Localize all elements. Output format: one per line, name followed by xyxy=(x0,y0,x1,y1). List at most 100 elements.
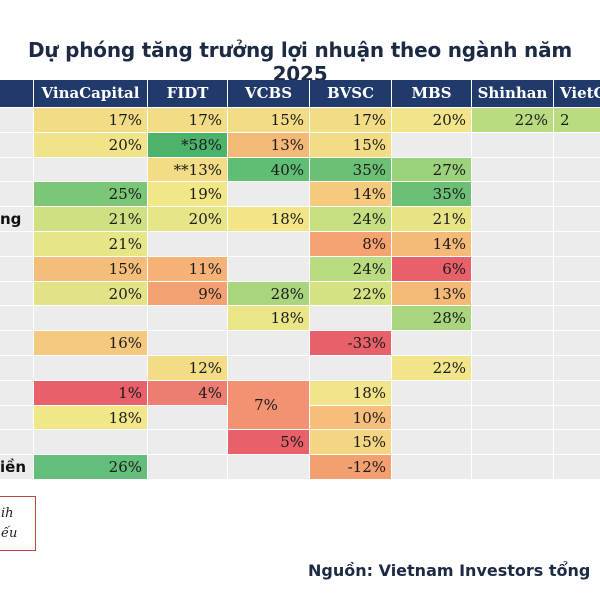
value-cell: 18% xyxy=(228,306,310,332)
column-header: MBS xyxy=(392,80,472,108)
empty-cell xyxy=(472,380,554,406)
empty-cell xyxy=(148,405,228,431)
empty-cell xyxy=(472,430,554,456)
row-label xyxy=(0,157,34,183)
value-cell: 15% xyxy=(34,256,148,282)
value-cell: 18% xyxy=(228,207,310,232)
row-label xyxy=(0,356,34,381)
empty-cell xyxy=(554,232,600,257)
empty-cell xyxy=(554,132,600,158)
forecast-table: VinaCapitalFIDTVCBSBVSCMBSShinhanVietC 17… xyxy=(0,80,600,482)
value-cell: 20% xyxy=(34,132,148,158)
empty-cell xyxy=(472,207,554,232)
value-cell: 20% xyxy=(392,108,472,133)
value-cell: 20% xyxy=(34,281,148,307)
value-cell: 19% xyxy=(148,182,228,208)
value-cell: 17% xyxy=(148,108,228,133)
value-cell: 22% xyxy=(472,108,554,133)
value-cell: 18% xyxy=(310,380,392,406)
row-label xyxy=(0,108,34,133)
value-cell: 25% xyxy=(34,182,148,208)
empty-cell xyxy=(472,356,554,381)
row-label xyxy=(0,306,34,332)
row-label xyxy=(0,430,34,456)
legend-note-line-2: ếu xyxy=(1,526,18,541)
empty-cell xyxy=(554,306,600,332)
empty-cell xyxy=(228,331,310,356)
value-cell: 40% xyxy=(228,157,310,183)
value-cell: 18% xyxy=(34,405,148,431)
empty-cell xyxy=(148,430,228,456)
row-label xyxy=(0,132,34,158)
empty-cell xyxy=(554,157,600,183)
empty-cell xyxy=(472,157,554,183)
value-cell: 9% xyxy=(148,281,228,307)
empty-cell xyxy=(472,232,554,257)
empty-cell xyxy=(554,430,600,456)
row-label: ng xyxy=(0,207,34,232)
value-cell: 20% xyxy=(148,207,228,232)
empty-cell xyxy=(228,356,310,381)
row-label xyxy=(0,182,34,208)
value-cell: 16% xyxy=(34,331,148,356)
empty-cell xyxy=(472,182,554,208)
value-cell: 5% xyxy=(228,430,310,456)
empty-cell xyxy=(472,331,554,356)
empty-cell xyxy=(228,232,310,257)
column-header: Shinhan xyxy=(472,80,554,108)
value-cell: 2 xyxy=(554,108,600,133)
empty-cell xyxy=(472,306,554,332)
empty-cell xyxy=(392,405,472,431)
legend-note-line-1: ih xyxy=(1,506,14,521)
empty-cell xyxy=(34,157,148,183)
value-cell: 13% xyxy=(392,281,472,307)
empty-cell xyxy=(554,281,600,307)
value-cell: 27% xyxy=(392,157,472,183)
empty-cell xyxy=(554,380,600,406)
value-cell: 28% xyxy=(228,281,310,307)
empty-cell xyxy=(310,306,392,332)
empty-cell xyxy=(554,182,600,208)
value-cell: 22% xyxy=(392,356,472,381)
value-cell: 4% xyxy=(148,380,228,406)
value-cell: **13% xyxy=(148,157,228,183)
value-cell: 21% xyxy=(34,232,148,257)
empty-cell xyxy=(472,132,554,158)
value-cell: 15% xyxy=(310,430,392,456)
column-header: FIDT xyxy=(148,80,228,108)
empty-cell xyxy=(554,405,600,431)
value-cell: 35% xyxy=(392,182,472,208)
empty-cell xyxy=(34,430,148,456)
value-cell: *58% xyxy=(148,132,228,158)
empty-cell xyxy=(34,356,148,381)
value-cell: 10% xyxy=(310,405,392,431)
value-cell: 35% xyxy=(310,157,392,183)
empty-cell xyxy=(392,430,472,456)
column-header: BVSC xyxy=(310,80,392,108)
row-label xyxy=(0,405,34,431)
value-cell: 12% xyxy=(148,356,228,381)
chart-title: Dự phóng tăng trưởng lợi nhuận theo ngàn… xyxy=(27,38,573,86)
empty-cell xyxy=(34,306,148,332)
empty-cell xyxy=(554,356,600,381)
header-corner xyxy=(0,80,34,108)
row-label: iền xyxy=(0,455,34,480)
empty-cell xyxy=(310,356,392,381)
value-cell: 17% xyxy=(34,108,148,133)
row-label xyxy=(0,281,34,307)
empty-cell xyxy=(148,232,228,257)
empty-cell xyxy=(472,281,554,307)
empty-cell xyxy=(228,455,310,480)
value-cell: 7% xyxy=(228,380,310,431)
empty-cell xyxy=(148,306,228,332)
column-header: VCBS xyxy=(228,80,310,108)
empty-cell xyxy=(228,182,310,208)
row-label xyxy=(0,232,34,257)
empty-cell xyxy=(472,405,554,431)
value-cell: 8% xyxy=(310,232,392,257)
empty-cell xyxy=(148,331,228,356)
empty-cell xyxy=(554,455,600,480)
value-cell: 14% xyxy=(392,232,472,257)
value-cell: 1% xyxy=(34,380,148,406)
value-cell: 22% xyxy=(310,281,392,307)
